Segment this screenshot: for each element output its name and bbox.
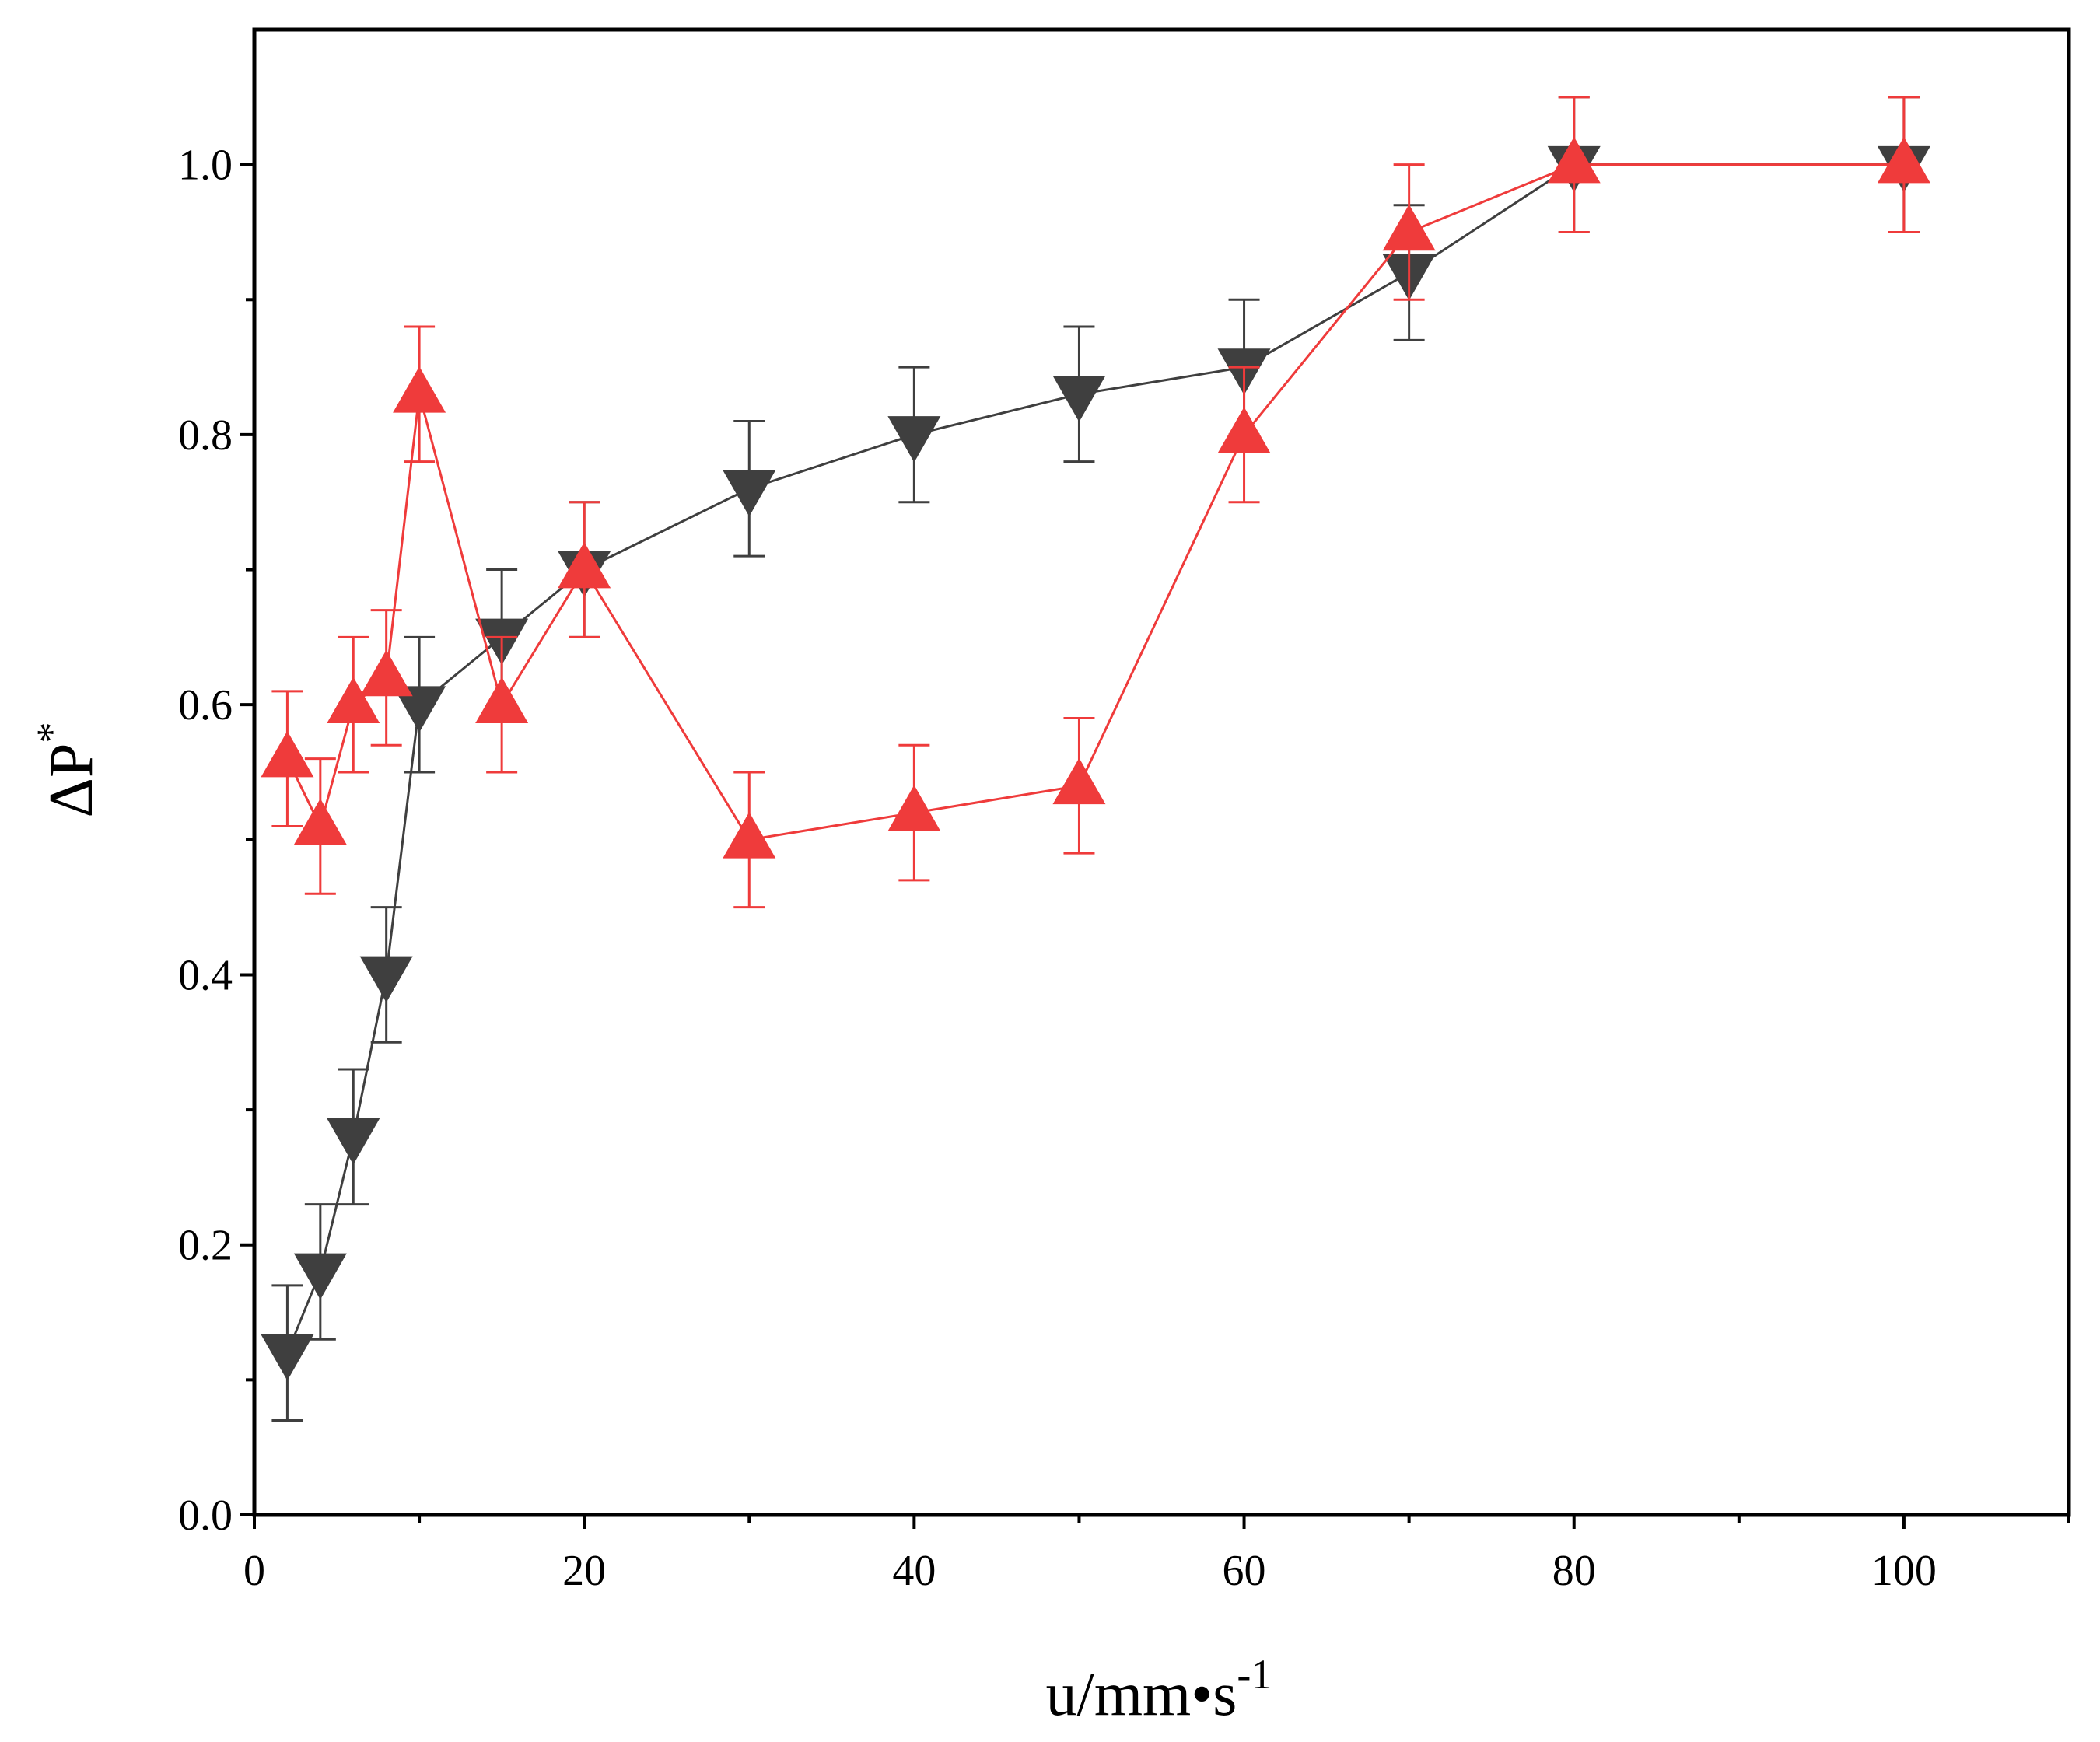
series-red-point: [1052, 757, 1106, 805]
series-gray-point: [327, 1118, 380, 1165]
x-tick-label: 0: [243, 1547, 265, 1595]
x-axis-title-base: u/mm•s: [1046, 1660, 1237, 1729]
series-gray-point: [723, 470, 776, 517]
y-tick-label: 0.0: [178, 1492, 233, 1540]
series-red-point: [327, 677, 380, 723]
series-red-point: [475, 677, 529, 723]
x-axis-title: u/mm•s-1: [1046, 1651, 1272, 1729]
series-red-point: [293, 798, 347, 845]
series-red-point: [393, 366, 446, 413]
ticks-layer: 0 20 40 60 80 100 0.0 0.2 0.4 0.6 0.8 1.0: [178, 142, 2070, 1595]
series-layer: [261, 96, 1930, 1422]
series-red-point: [558, 541, 611, 589]
y-tick-label: 0.8: [178, 411, 233, 460]
series-gray-point: [1052, 376, 1106, 422]
y-tick-label: 0.6: [178, 681, 233, 729]
series-red-point: [1382, 204, 1436, 251]
series-gray-point: [293, 1253, 347, 1300]
x-tick-label: 40: [892, 1547, 936, 1595]
series-gray: [261, 96, 1930, 1422]
x-tick-label: 60: [1223, 1547, 1266, 1595]
series-red-point: [1547, 136, 1601, 184]
series-red-point: [723, 812, 776, 859]
series-gray-point: [393, 686, 446, 733]
series-gray-point: [261, 1334, 314, 1381]
x-axis-title-superscript: -1: [1237, 1651, 1272, 1698]
y-axis-title-base: ΔP: [37, 743, 106, 818]
x-tick-label: 80: [1552, 1547, 1596, 1595]
y-tick-label: 0.2: [178, 1222, 233, 1270]
y-axis-title: ΔP*: [28, 722, 106, 818]
plot-frame: [252, 27, 2071, 1517]
y-tick-label: 1.0: [178, 142, 233, 190]
series-red-point: [1877, 136, 1930, 184]
y-tick-label: 0.4: [178, 951, 233, 999]
y-axis-title-superscript: *: [28, 722, 75, 743]
x-tick-label: 20: [562, 1547, 606, 1595]
series-red-point: [359, 649, 413, 697]
series-red-point: [1217, 407, 1271, 453]
series-gray-point: [359, 956, 413, 1003]
series-gray-line: [286, 163, 1904, 1354]
series-gray-point: [887, 416, 941, 463]
series-red: [261, 96, 1930, 909]
series-red-point: [261, 730, 314, 778]
series-red-line: [286, 163, 1904, 841]
series-red-point: [887, 785, 941, 831]
x-tick-label: 100: [1871, 1547, 1937, 1595]
